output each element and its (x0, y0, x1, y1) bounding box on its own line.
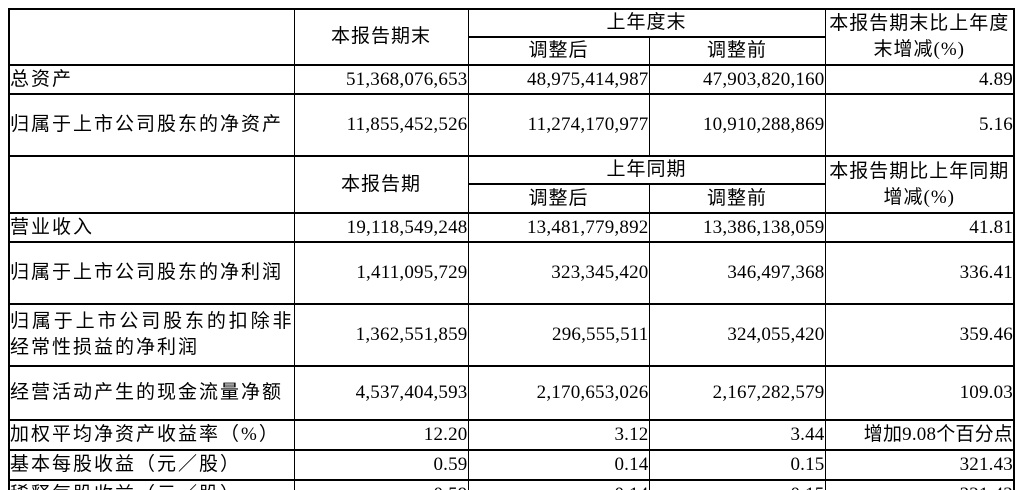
value-current: 1,411,095,729 (293, 241, 469, 305)
row-label: 营业收入 (8, 212, 295, 243)
row-label: 归属于上市公司股东的净利润 (8, 241, 295, 305)
header-current-period-end: 本报告期末 (293, 8, 469, 66)
value-change: 41.81 (824, 212, 1015, 243)
row-label: 稀释每股收益（元／股） (8, 479, 295, 490)
header-adjusted-block1: 调整后 (467, 36, 650, 66)
value-change: 336.41 (824, 241, 1015, 305)
table-row-net-profit: 归属于上市公司股东的净利润 1,411,095,729 323,345,420 … (8, 241, 1015, 305)
value-current: 1,362,551,859 (293, 303, 469, 367)
value-change: 321.43 (824, 479, 1015, 490)
value-adjusted: 0.14 (467, 449, 650, 481)
value-adjusted: 13,481,779,892 (467, 212, 650, 243)
value-current: 51,368,076,653 (293, 64, 469, 95)
value-pre-adjust: 13,386,138,059 (648, 212, 826, 243)
table-row-net-profit-excl-nonrecurring: 归属于上市公司股东的扣除非经常性损益的净利润 1,362,551,859 296… (8, 303, 1015, 367)
value-adjusted: 11,274,170,977 (467, 93, 650, 157)
header-row-1: 本报告期末 上年度末 本报告期末比上年度末增减(%) (8, 8, 1015, 66)
row-label: 经营活动产生的现金流量净额 (8, 365, 295, 421)
value-pre-adjust: 2,167,282,579 (648, 365, 826, 421)
table-row-basic-eps: 基本每股收益（元／股） 0.59 0.14 0.15 321.43 (8, 449, 1015, 481)
value-pre-adjust: 3.44 (648, 419, 826, 451)
value-pre-adjust: 346,497,368 (648, 241, 826, 305)
header-pre-adjust-block1: 调整前 (648, 36, 826, 66)
table-row-weighted-avg-roe: 加权平均净资产收益率（%） 12.20 3.12 3.44 增加9.08个百分点 (8, 419, 1015, 451)
corner-cell-block1 (8, 8, 295, 66)
value-pre-adjust: 0.15 (648, 479, 826, 490)
value-adjusted: 48,975,414,987 (467, 64, 650, 95)
header-change-vs-prior-period: 本报告期比上年同期增减(%) (824, 155, 1015, 214)
header-prior-period: 上年同期 (467, 155, 826, 185)
value-current: 4,537,404,593 (293, 365, 469, 421)
value-current: 11,855,452,526 (293, 93, 469, 157)
row-label: 总资产 (8, 64, 295, 95)
value-current: 0.59 (293, 449, 469, 481)
header-subrow-1: 调整后 调整前 (9, 36, 1014, 66)
table-row-diluted-eps: 稀释每股收益（元／股） 0.59 0.14 0.15 321.43 (8, 479, 1015, 490)
row-label: 基本每股收益（元／股） (8, 449, 295, 481)
value-pre-adjust: 324,055,420 (648, 303, 826, 367)
value-current: 0.59 (293, 479, 469, 490)
row-label: 归属于上市公司股东的扣除非经常性损益的净利润 (8, 303, 295, 367)
value-change: 4.89 (824, 64, 1015, 95)
row-label: 加权平均净资产收益率（%） (8, 419, 295, 451)
value-adjusted: 2,170,653,026 (467, 365, 650, 421)
table-row-operating-revenue: 营业收入 19,118,549,248 13,481,779,892 13,38… (8, 212, 1015, 243)
corner-cell-block2 (8, 155, 295, 214)
value-adjusted: 0.14 (467, 479, 650, 490)
header-prior-year-end: 上年度末 (467, 8, 826, 38)
row-label: 归属于上市公司股东的净资产 (8, 93, 295, 157)
header-current-period: 本报告期 (293, 155, 469, 214)
value-change: 321.43 (824, 449, 1015, 481)
table-row-net-assets: 归属于上市公司股东的净资产 11,855,452,526 11,274,170,… (8, 93, 1015, 157)
value-change: 增加9.08个百分点 (824, 419, 1015, 451)
financial-summary-table: 本报告期末 上年度末 本报告期末比上年度末增减(%) 调整后 调整前 总资产 5… (8, 8, 1016, 490)
table-row-total-assets: 总资产 51,368,076,653 48,975,414,987 47,903… (8, 64, 1015, 95)
value-change: 359.46 (824, 303, 1015, 367)
header-pre-adjust-block2: 调整前 (648, 183, 826, 214)
header-row-2: 本报告期 上年同期 本报告期比上年同期增减(%) (8, 155, 1015, 214)
header-adjusted-block2: 调整后 (467, 183, 650, 214)
value-adjusted: 323,345,420 (467, 241, 650, 305)
value-current: 12.20 (293, 419, 469, 451)
value-pre-adjust: 10,910,288,869 (648, 93, 826, 157)
value-adjusted: 3.12 (467, 419, 650, 451)
table-row-operating-cash-flow: 经营活动产生的现金流量净额 4,537,404,593 2,170,653,02… (8, 365, 1015, 421)
value-change: 5.16 (824, 93, 1015, 157)
header-change-vs-prior-year-end: 本报告期末比上年度末增减(%) (824, 8, 1015, 66)
value-adjusted: 296,555,511 (467, 303, 650, 367)
value-pre-adjust: 0.15 (648, 449, 826, 481)
value-change: 109.03 (824, 365, 1015, 421)
value-current: 19,118,549,248 (293, 212, 469, 243)
value-pre-adjust: 47,903,820,160 (648, 64, 826, 95)
header-subrow-2: 调整后 调整前 (9, 183, 1014, 214)
